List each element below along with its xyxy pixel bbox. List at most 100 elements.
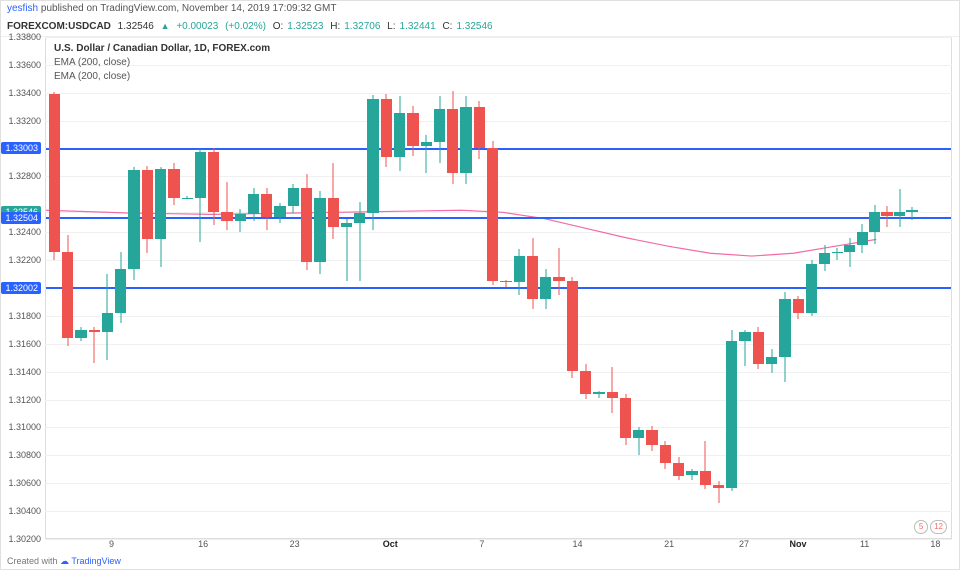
x-tick-label: 27 [739,539,749,549]
candle[interactable] [540,38,551,538]
candle[interactable] [102,38,113,538]
candle[interactable] [527,38,538,538]
candle[interactable] [182,38,193,538]
candle[interactable] [553,38,564,538]
candle[interactable] [607,38,618,538]
candle[interactable] [75,38,86,538]
change-pct: (+0.02%) [222,21,266,32]
candle[interactable] [633,38,644,538]
candle[interactable] [341,38,352,538]
candle[interactable] [700,38,711,538]
candle[interactable] [208,38,219,538]
x-tick-label: 23 [290,539,300,549]
candle[interactable] [660,38,671,538]
candle[interactable] [407,38,418,538]
y-tick-label: 1.31400 [8,367,41,377]
candles-layer [46,38,951,538]
author-link[interactable]: yesfish [7,3,38,14]
candle[interactable] [62,38,73,538]
x-tick-label: 7 [479,539,484,549]
candle[interactable] [620,38,631,538]
candle[interactable] [328,38,339,538]
candle[interactable] [314,38,325,538]
candle[interactable] [819,38,830,538]
candle[interactable] [155,38,166,538]
candle[interactable] [593,38,604,538]
candle[interactable] [221,38,232,538]
candle[interactable] [806,38,817,538]
y-axis[interactable]: 1.302001.304001.306001.308001.310001.312… [1,37,45,539]
chart-legend: U.S. Dollar / Canadian Dollar, 1D, FOREX… [54,42,270,84]
candle[interactable] [354,38,365,538]
candle[interactable] [487,38,498,538]
site-name: TradingView.com [100,3,176,14]
ohlc-c-label: C: [442,21,452,32]
candle[interactable] [235,38,246,538]
y-tick-label: 1.33400 [8,88,41,98]
candle[interactable] [726,38,737,538]
y-tick-label: 1.30600 [8,478,41,488]
chart-area[interactable]: U.S. Dollar / Canadian Dollar, 1D, FOREX… [45,37,952,539]
event-marker[interactable]: 12 [930,520,947,534]
candle[interactable] [713,38,724,538]
ohlc-h-label: H: [330,21,340,32]
candle[interactable] [195,38,206,538]
candle[interactable] [49,38,60,538]
candle[interactable] [857,38,868,538]
candle[interactable] [115,38,126,538]
candle[interactable] [128,38,139,538]
candle[interactable] [460,38,471,538]
candle[interactable] [142,38,153,538]
candle[interactable] [248,38,259,538]
candle[interactable] [894,38,905,538]
change-value: +0.00023 [176,21,218,32]
price-badge: 1.33003 [1,142,41,154]
candle[interactable] [567,38,578,538]
candle[interactable] [646,38,657,538]
published-text: published on [38,3,100,14]
candle[interactable] [739,38,750,538]
candle[interactable] [261,38,272,538]
candle[interactable] [832,38,843,538]
y-tick-label: 1.33800 [8,32,41,42]
candle[interactable] [869,38,880,538]
candle[interactable] [301,38,312,538]
candle[interactable] [381,38,392,538]
candle[interactable] [793,38,804,538]
candle[interactable] [367,38,378,538]
candle[interactable] [514,38,525,538]
ohlc-c: 1.32546 [456,21,492,32]
last-price: 1.32546 [118,21,157,32]
candle[interactable] [274,38,285,538]
candle[interactable] [580,38,591,538]
price-badge: 1.32002 [1,282,41,294]
x-axis[interactable]: 91623Oct7142127Nov1118 [45,539,952,555]
candle[interactable] [673,38,684,538]
candle[interactable] [753,38,764,538]
y-tick-label: 1.32400 [8,227,41,237]
candle[interactable] [168,38,179,538]
candle[interactable] [906,38,917,538]
candle[interactable] [89,38,100,538]
legend-ema-1: EMA (200, close) [54,56,270,70]
candle[interactable] [779,38,790,538]
candle[interactable] [766,38,777,538]
candle[interactable] [686,38,697,538]
candle[interactable] [500,38,511,538]
tradingview-link[interactable]: TradingView [71,556,121,566]
candle[interactable] [474,38,485,538]
chart-window: yesfish published on TradingView.com, No… [0,0,960,570]
event-marker[interactable]: 5 [914,520,928,534]
candle[interactable] [394,38,405,538]
candle[interactable] [881,38,892,538]
candle[interactable] [288,38,299,538]
candle[interactable] [447,38,458,538]
candle[interactable] [844,38,855,538]
y-tick-label: 1.31800 [8,311,41,321]
x-tick-label: 18 [930,539,940,549]
symbol-ticker[interactable]: FOREXCOM:USDCAD [7,21,111,32]
candle[interactable] [434,38,445,538]
y-tick-label: 1.30400 [8,506,41,516]
x-tick-label: 14 [573,539,583,549]
candle[interactable] [421,38,432,538]
